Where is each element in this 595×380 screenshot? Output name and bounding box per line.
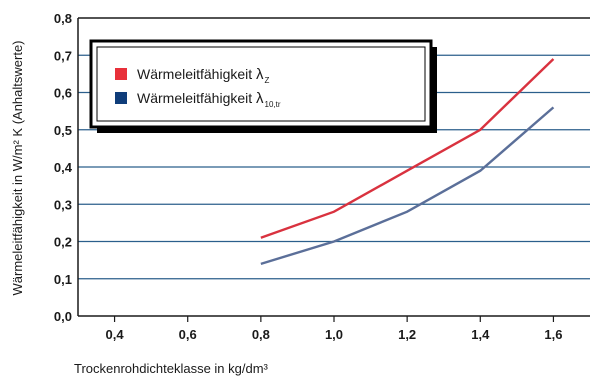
legend: Wärmeleitfähigkeit λZ Wärmeleitfähigkeit …	[89, 39, 437, 133]
legend-label: Wärmeleitfähigkeit λ10,tr	[137, 90, 281, 109]
x-tick-label: 1,4	[471, 327, 490, 342]
y-tick-label: 0,5	[54, 123, 72, 138]
y-tick-label: 0,1	[54, 272, 72, 287]
y-tick-label: 0,6	[54, 86, 72, 101]
y-tick-label: 0,0	[54, 309, 72, 324]
y-tick-label: 0,3	[54, 197, 72, 212]
legend-entries: Wärmeleitfähigkeit λZ Wärmeleitfähigkeit …	[115, 66, 281, 109]
x-tick-label: 0,8	[252, 327, 270, 342]
y-tick-label: 0,2	[54, 235, 72, 250]
legend-box	[89, 39, 433, 129]
legend-label: Wärmeleitfähigkeit λZ	[137, 66, 270, 85]
legend-swatch	[115, 68, 127, 80]
y-axis-label: Wärmeleitfähigkeit in W/m² K (Anhaltswer…	[10, 40, 25, 295]
legend-lambda-symbol: λ	[256, 66, 264, 83]
legend-inner-box	[96, 46, 426, 122]
legend-subscript: Z	[265, 76, 270, 85]
x-axis-label: Trockenrohdichteklasse in kg/dm³	[74, 361, 269, 376]
y-tick-label: 0,7	[54, 48, 72, 63]
x-tick-label: 1,0	[325, 327, 343, 342]
series-layer	[260, 58, 555, 265]
x-tick-label: 0,6	[179, 327, 197, 342]
legend-swatch	[115, 92, 127, 104]
legend-subscript: 10,tr	[265, 100, 281, 109]
y-tick-label: 0,8	[54, 11, 72, 26]
y-tick-label: 0,4	[54, 160, 73, 175]
series-line-1	[260, 58, 555, 239]
x-tick-label: 1,2	[398, 327, 416, 342]
x-tick-label: 0,4	[106, 327, 125, 342]
series-line-2	[260, 106, 555, 265]
tick-layer: 0,0 0,1 0,2 0,3 0,4 0,5 0,6 0,7 0,8 0,4 0,6 0,8 1,0 1…	[54, 11, 563, 342]
legend-lambda-symbol: λ	[256, 90, 264, 107]
x-tick-label: 1,6	[544, 327, 562, 342]
